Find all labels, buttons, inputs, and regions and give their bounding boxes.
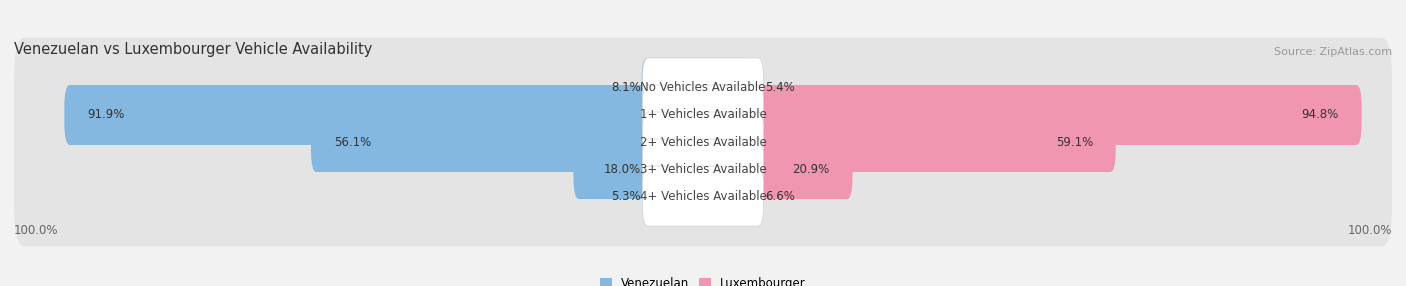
Text: 91.9%: 91.9% <box>87 108 125 122</box>
FancyBboxPatch shape <box>641 58 709 118</box>
FancyBboxPatch shape <box>697 166 754 226</box>
Text: Venezuelan vs Luxembourger Vehicle Availability: Venezuelan vs Luxembourger Vehicle Avail… <box>14 42 373 57</box>
FancyBboxPatch shape <box>574 139 709 199</box>
FancyBboxPatch shape <box>643 85 763 145</box>
FancyBboxPatch shape <box>697 139 852 199</box>
FancyBboxPatch shape <box>14 119 1392 219</box>
FancyBboxPatch shape <box>311 112 709 172</box>
Text: Source: ZipAtlas.com: Source: ZipAtlas.com <box>1274 47 1392 57</box>
Text: 100.0%: 100.0% <box>14 225 59 237</box>
Text: 3+ Vehicles Available: 3+ Vehicles Available <box>640 162 766 176</box>
Text: 5.4%: 5.4% <box>765 82 794 94</box>
Text: No Vehicles Available: No Vehicles Available <box>640 82 766 94</box>
FancyBboxPatch shape <box>661 166 709 226</box>
Text: 2+ Vehicles Available: 2+ Vehicles Available <box>640 136 766 148</box>
Text: 56.1%: 56.1% <box>333 136 371 148</box>
FancyBboxPatch shape <box>14 65 1392 165</box>
FancyBboxPatch shape <box>643 58 763 118</box>
Text: 59.1%: 59.1% <box>1056 136 1092 148</box>
FancyBboxPatch shape <box>14 92 1392 192</box>
Text: 8.1%: 8.1% <box>612 82 641 94</box>
Text: 94.8%: 94.8% <box>1302 108 1339 122</box>
FancyBboxPatch shape <box>643 166 763 226</box>
FancyBboxPatch shape <box>697 112 1116 172</box>
FancyBboxPatch shape <box>14 146 1392 246</box>
Text: 20.9%: 20.9% <box>793 162 830 176</box>
FancyBboxPatch shape <box>697 58 745 118</box>
FancyBboxPatch shape <box>14 38 1392 138</box>
Text: 18.0%: 18.0% <box>603 162 641 176</box>
Text: 5.3%: 5.3% <box>612 190 641 202</box>
Text: 1+ Vehicles Available: 1+ Vehicles Available <box>640 108 766 122</box>
FancyBboxPatch shape <box>65 85 709 145</box>
Text: 100.0%: 100.0% <box>1347 225 1392 237</box>
Text: 4+ Vehicles Available: 4+ Vehicles Available <box>640 190 766 202</box>
Text: 6.6%: 6.6% <box>765 190 794 202</box>
Legend: Venezuelan, Luxembourger: Venezuelan, Luxembourger <box>595 273 811 286</box>
FancyBboxPatch shape <box>643 112 763 172</box>
FancyBboxPatch shape <box>643 139 763 199</box>
FancyBboxPatch shape <box>697 85 1361 145</box>
